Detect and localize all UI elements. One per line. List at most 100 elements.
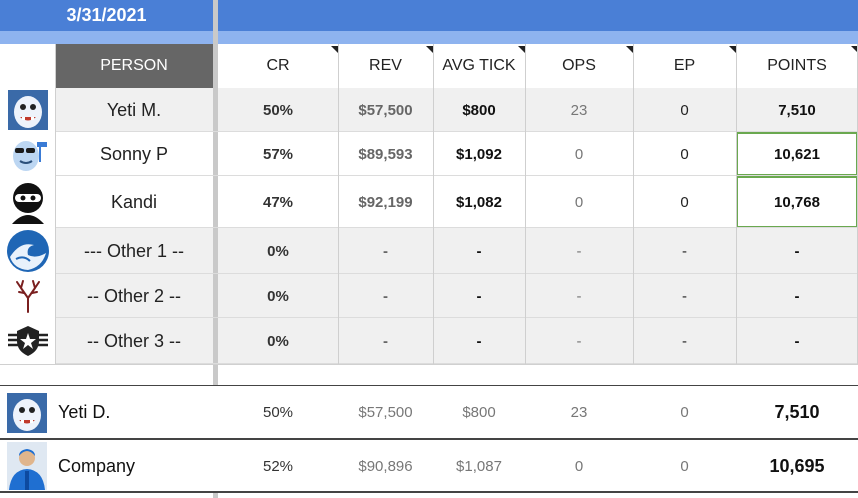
cell-ops[interactable]: 0 — [574, 193, 584, 211]
row-background — [218, 88, 858, 132]
summary-ep[interactable]: 0 — [680, 404, 689, 421]
date-header-bar — [0, 0, 213, 31]
header-bar-right — [218, 0, 858, 31]
person-name[interactable]: Sonny P — [99, 143, 169, 164]
summary-cr[interactable]: 52% — [262, 457, 294, 475]
date-label: 3/31/2021 — [66, 5, 147, 25]
column-divider — [433, 44, 434, 364]
yeti-icon — [2, 388, 52, 437]
cell-avg-tick[interactable]: $1,092 — [456, 145, 502, 163]
cell-cr[interactable]: 47% — [262, 193, 294, 211]
header-cr[interactable]: CR — [266, 57, 290, 74]
antlers-icon — [2, 274, 54, 318]
header-ep[interactable]: EP — [673, 57, 696, 74]
star-shield-icon — [2, 318, 54, 364]
cell-points[interactable]: - — [794, 287, 800, 305]
summary-name[interactable]: Yeti D. — [58, 402, 111, 422]
header-points[interactable]: POINTS — [767, 57, 827, 74]
wave-icon — [2, 228, 54, 274]
cell-avg-tick[interactable]: - — [476, 242, 482, 260]
note-indicator-icon — [518, 46, 525, 53]
cell-rev[interactable]: $89,593 — [358, 145, 413, 163]
person-name[interactable]: --- Other 1 -- — [83, 240, 184, 261]
person-photo-icon — [2, 442, 52, 490]
summary-avg-tick[interactable]: $800 — [462, 404, 496, 421]
row-background — [218, 318, 858, 364]
column-divider — [55, 44, 56, 364]
summary-rev[interactable]: $57,500 — [358, 404, 413, 421]
row-divider — [55, 131, 858, 132]
summary-rev[interactable]: $90,896 — [358, 457, 413, 475]
table-row: -- Other 3 -- 0% - - - - - — [0, 318, 858, 364]
note-indicator-icon — [851, 46, 858, 53]
cell-rev[interactable]: - — [383, 332, 388, 350]
cell-avg-tick[interactable]: - — [476, 287, 482, 305]
summary-row: Yeti D. 50% $57,500 $800 23 0 7,510 — [0, 386, 858, 440]
row-background — [55, 274, 213, 318]
cell-points[interactable]: - — [794, 332, 800, 350]
cell-points[interactable]: - — [794, 242, 800, 260]
cell-ops[interactable]: - — [576, 332, 582, 350]
frozen-column-divider — [213, 0, 218, 498]
header-subbar-left — [0, 31, 213, 44]
summary-avg-tick[interactable]: $1,087 — [456, 457, 502, 475]
cell-avg-tick[interactable]: $1,082 — [456, 193, 502, 211]
summary-ops[interactable]: 0 — [574, 457, 584, 475]
summary-ops[interactable]: 23 — [570, 404, 588, 421]
cell-cr[interactable]: 57% — [262, 145, 294, 163]
cell-ep[interactable]: - — [682, 242, 687, 260]
summary-cr[interactable]: 50% — [262, 404, 294, 421]
yeti-icon — [2, 88, 54, 132]
column-divider — [736, 44, 737, 364]
cell-ops[interactable]: 23 — [570, 101, 588, 119]
header-avg-tick[interactable]: AVG TICK — [442, 57, 516, 74]
cell-cr[interactable]: 50% — [262, 101, 294, 119]
note-indicator-icon — [331, 46, 338, 53]
person-name[interactable]: Yeti M. — [106, 99, 162, 120]
column-divider — [525, 44, 526, 364]
person-name[interactable]: -- Other 3 -- — [86, 330, 181, 351]
summary-ep[interactable]: 0 — [680, 457, 689, 475]
cell-points[interactable]: 10,768 — [736, 176, 858, 228]
summary-name[interactable]: Company — [58, 455, 136, 476]
row-background — [55, 318, 213, 364]
person-name[interactable]: Kandi — [110, 191, 158, 212]
cell-rev[interactable]: - — [383, 287, 388, 305]
cell-ops[interactable]: - — [576, 242, 582, 260]
summary-divider — [0, 438, 858, 440]
header-ops[interactable]: OPS — [562, 57, 596, 74]
cell-cr[interactable]: 0% — [267, 287, 289, 305]
cell-ep[interactable]: - — [682, 332, 687, 350]
cell-ops[interactable]: 0 — [574, 145, 584, 163]
cell-ep[interactable]: 0 — [680, 193, 689, 211]
cell-rev[interactable]: $92,199 — [358, 193, 413, 211]
cell-cr[interactable]: 0% — [267, 332, 289, 350]
table-row: --- Other 1 -- 0% - - - - - — [0, 228, 858, 274]
cell-cr[interactable]: 0% — [267, 242, 289, 260]
cell-avg-tick[interactable]: - — [476, 332, 482, 350]
cell-rev[interactable]: $57,500 — [358, 101, 413, 119]
header-rev[interactable]: REV — [369, 57, 402, 74]
cell-ep[interactable]: - — [682, 287, 687, 305]
cell-rev[interactable]: - — [383, 242, 388, 260]
column-divider — [338, 44, 339, 364]
ninja-icon — [2, 176, 54, 228]
row-divider — [55, 273, 858, 274]
cell-ep[interactable]: 0 — [680, 145, 689, 163]
cell-ops[interactable]: - — [576, 287, 582, 305]
cell-avg-tick[interactable]: $800 — [462, 101, 496, 119]
row-background — [55, 132, 213, 176]
summary-points[interactable]: 10,695 — [769, 455, 825, 476]
cell-points[interactable]: 10,621 — [736, 132, 858, 176]
row-background — [55, 228, 213, 274]
header-person[interactable]: PERSON — [55, 44, 213, 88]
cell-ep[interactable]: 0 — [680, 101, 689, 119]
summary-points[interactable]: 7,510 — [774, 402, 820, 422]
table-row: Yeti M. 50% $57,500 $800 23 0 7,510 — [0, 88, 858, 132]
table-row: Kandi 47% $92,199 $1,082 0 0 10,768 — [0, 176, 858, 228]
cell-points[interactable]: 7,510 — [778, 101, 816, 119]
row-background — [55, 176, 213, 228]
person-name[interactable]: -- Other 2 -- — [86, 285, 181, 306]
row-divider — [55, 317, 858, 318]
row-background — [218, 228, 858, 274]
